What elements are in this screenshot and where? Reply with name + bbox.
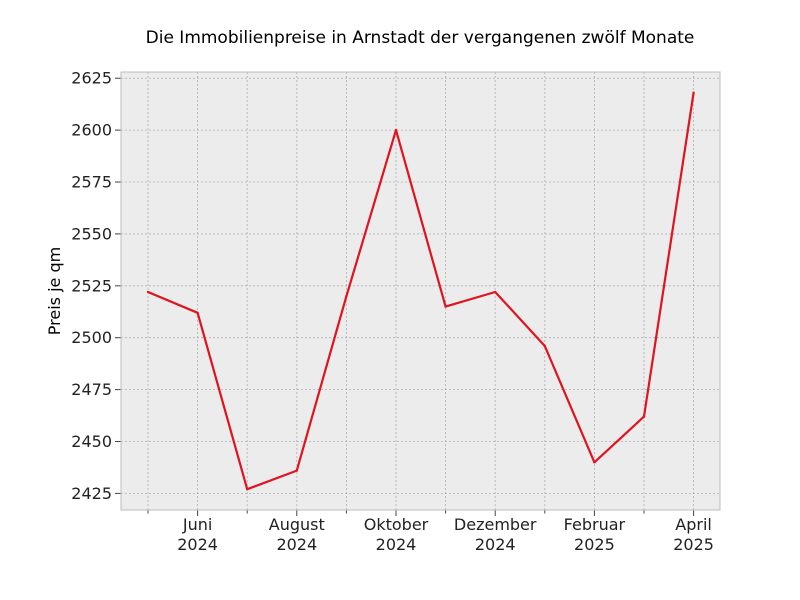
plot-area bbox=[121, 72, 720, 510]
y-tick-label: 2525 bbox=[71, 276, 112, 295]
data-point bbox=[642, 415, 646, 418]
y-tick-label: 2550 bbox=[71, 224, 112, 243]
x-tick-label-year: 2024 bbox=[475, 535, 516, 554]
axis-ticks: Juni2024August2024Oktober2024Dezember202… bbox=[71, 69, 714, 554]
series-line bbox=[147, 92, 695, 491]
y-tick-label: 2600 bbox=[71, 121, 112, 140]
x-tick-label-year: 2024 bbox=[276, 535, 317, 554]
x-tick-label-year: 2024 bbox=[376, 535, 417, 554]
data-point bbox=[543, 344, 546, 348]
data-point bbox=[593, 461, 596, 464]
x-tick-label-year: 2024 bbox=[177, 535, 218, 554]
x-tick-label-year: 2025 bbox=[673, 535, 714, 554]
x-tick-label: Dezember bbox=[454, 515, 537, 534]
data-point bbox=[494, 290, 497, 294]
data-point bbox=[146, 290, 150, 294]
y-tick-label: 2625 bbox=[71, 69, 112, 88]
data-point bbox=[692, 91, 695, 94]
plot-frame bbox=[120, 71, 721, 511]
x-tick-label: Oktober bbox=[364, 515, 429, 534]
y-tick-label: 2475 bbox=[71, 380, 112, 399]
data-point bbox=[295, 469, 298, 472]
y-tick-label: 2425 bbox=[71, 484, 112, 503]
data-point bbox=[196, 311, 199, 314]
series-layer bbox=[146, 91, 695, 491]
x-tick-label: Februar bbox=[564, 515, 626, 534]
x-tick-label: Juni bbox=[182, 515, 212, 534]
y-axis-label: Preis je qm bbox=[45, 247, 64, 335]
data-point bbox=[246, 488, 249, 491]
x-tick-label-year: 2025 bbox=[574, 535, 615, 554]
y-tick-label: 2500 bbox=[71, 328, 112, 347]
grid bbox=[121, 72, 720, 510]
data-point bbox=[444, 305, 447, 308]
y-tick-label: 2575 bbox=[71, 173, 112, 192]
x-tick-label: April bbox=[675, 515, 712, 534]
y-tick-label: 2450 bbox=[71, 432, 112, 451]
chart-title: Die Immobilienpreise in Arnstadt der ver… bbox=[146, 28, 695, 48]
data-point bbox=[394, 128, 398, 132]
data-point bbox=[345, 294, 348, 298]
x-tick-label: August bbox=[269, 515, 325, 534]
